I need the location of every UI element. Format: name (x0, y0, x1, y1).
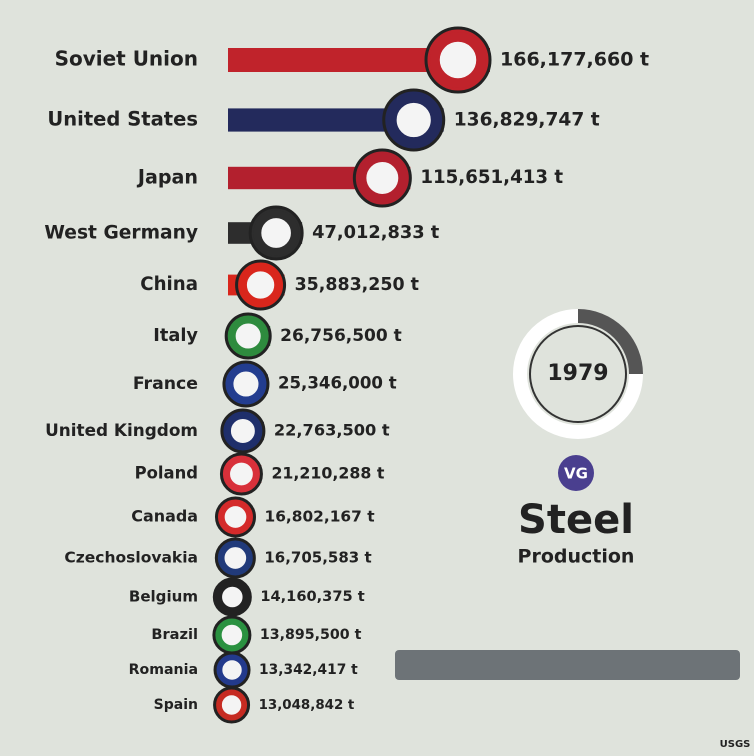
category-label: United States (47, 108, 198, 131)
logo-badge (558, 455, 594, 491)
flag-inner (216, 581, 248, 613)
value-label: 21,210,288 t (271, 464, 384, 483)
value-label: 136,829,747 t (454, 110, 600, 131)
value-label: 47,012,833 t (312, 222, 440, 243)
value-label: 26,756,500 t (280, 326, 402, 346)
title: Steel (518, 497, 634, 543)
value-label: 22,763,500 t (274, 421, 390, 440)
year-ring-progress (577, 309, 643, 375)
category-label: Belgium (129, 588, 198, 606)
category-label: Canada (131, 507, 198, 526)
value-label: 35,883,250 t (295, 275, 419, 295)
category-label: Romania (129, 662, 198, 678)
value-label: 16,802,167 t (264, 508, 374, 526)
value-label: 16,705,583 t (264, 549, 371, 567)
flag-inner (216, 690, 247, 720)
value-label: 13,895,500 t (260, 627, 362, 643)
category-label: Poland (135, 464, 198, 483)
flag-inner (218, 500, 253, 534)
flag-inner (216, 619, 248, 651)
value-label: 13,342,417 t (259, 662, 358, 678)
flag-inner (217, 655, 247, 685)
category-label: Japan (136, 166, 198, 189)
subtitle: Production (518, 546, 635, 568)
value-label: 14,160,375 t (260, 588, 364, 605)
flag-inner (253, 210, 299, 256)
year-ring-inner (529, 325, 627, 423)
flag-inner (224, 456, 259, 492)
flag-inner (218, 541, 252, 575)
flag-inner (387, 93, 440, 147)
category-label: Spain (154, 697, 198, 713)
logo: VG (564, 465, 588, 483)
flag-inner (357, 153, 407, 203)
value-label: 25,346,000 t (278, 374, 397, 393)
category-label: Italy (153, 326, 198, 346)
flag-inner (430, 32, 486, 88)
value-label: 115,651,413 t (420, 167, 563, 188)
year-label: 1979 (547, 361, 608, 386)
category-label: West Germany (44, 223, 198, 244)
category-label: United Kingdom (45, 420, 198, 440)
flag-inner (224, 412, 262, 450)
category-label: Soviet Union (55, 47, 198, 71)
flag-inner (226, 364, 266, 404)
steel-beam (395, 650, 740, 680)
category-label: Brazil (151, 626, 198, 643)
flag-inner (239, 264, 282, 306)
value-label: 166,177,660 t (500, 49, 649, 71)
value-label: 13,048,842 t (259, 698, 355, 713)
source: USGS (720, 739, 751, 750)
flag-inner (229, 316, 268, 356)
category-label: China (140, 274, 198, 295)
category-label: France (133, 374, 198, 394)
category-label: Czechoslovakia (64, 549, 198, 567)
